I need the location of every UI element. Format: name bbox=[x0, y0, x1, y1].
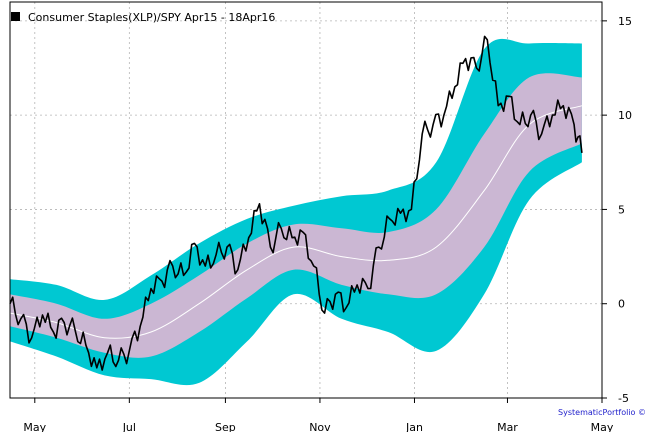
x-tick-label: Jan bbox=[405, 421, 423, 432]
x-tick-label: Nov bbox=[309, 421, 331, 432]
legend-label: Consumer Staples(XLP)/SPY Apr15 - 18Apr1… bbox=[28, 11, 275, 24]
y-tick-label: -5 bbox=[618, 392, 629, 405]
band-mid-line bbox=[9, 105, 583, 339]
x-tick-label: May bbox=[23, 421, 46, 432]
x-tick-label: Mar bbox=[497, 421, 518, 432]
x-tick-label: Sep bbox=[215, 421, 236, 432]
y-tick-label: 10 bbox=[618, 109, 632, 122]
legend-marker bbox=[11, 12, 20, 21]
outer-band bbox=[10, 38, 582, 386]
credit-label: SystematicPortfolio © bbox=[558, 408, 646, 417]
y-tick-label: 15 bbox=[618, 15, 632, 28]
price-line bbox=[9, 35, 583, 371]
y-tick-label: 0 bbox=[618, 298, 625, 311]
x-tick-label: May bbox=[591, 421, 614, 432]
plot-frame bbox=[9, 1, 603, 399]
plot-area bbox=[9, 2, 603, 399]
axes: -5 0 5 10 15 May Jul Sep Nov Jan Mar May bbox=[9, 1, 632, 432]
y-tick-label: 5 bbox=[618, 203, 625, 216]
legend: Consumer Staples(XLP)/SPY Apr15 - 18Apr1… bbox=[11, 11, 275, 24]
inner-band bbox=[10, 73, 582, 358]
x-tick-label: Jul bbox=[122, 421, 136, 432]
